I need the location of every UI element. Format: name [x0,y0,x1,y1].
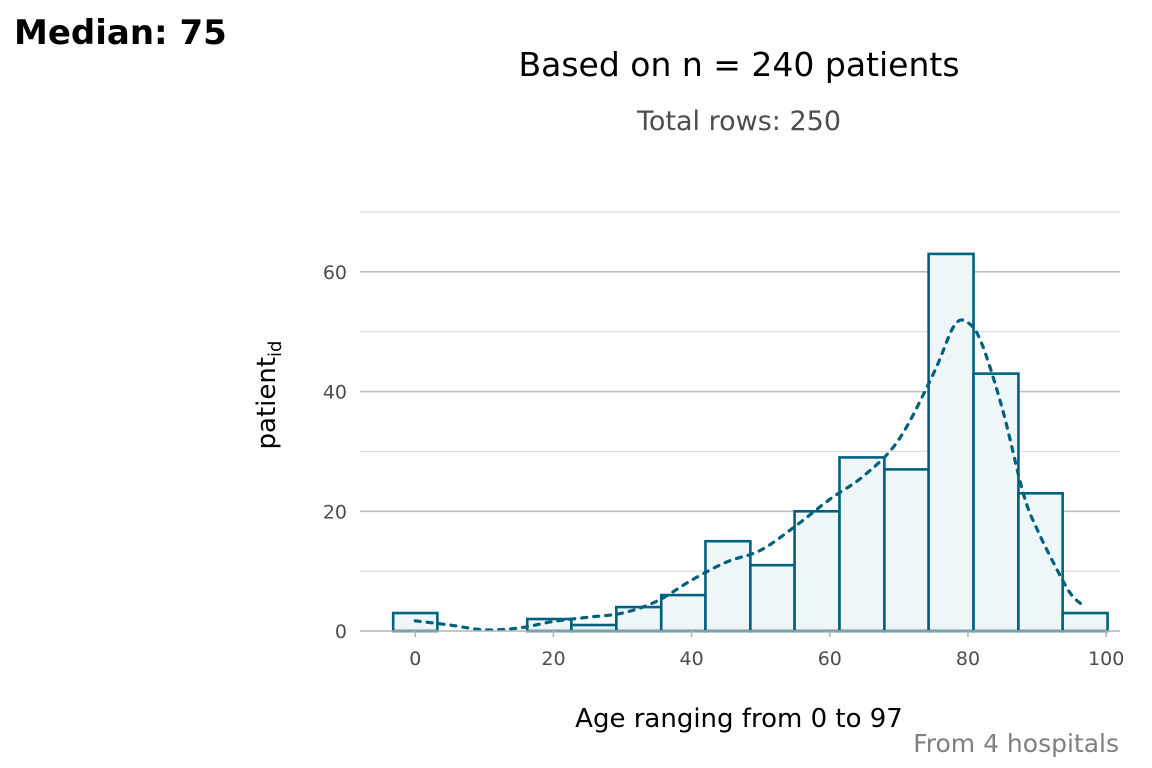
histogram-bar [883,468,930,633]
histogram-bar [1061,611,1109,633]
chart-title: Based on n = 240 patients [518,45,959,84]
y-tick-label: 40 [323,382,347,404]
chart-subtitle: Total rows: 250 [636,106,841,137]
histogram-bar [615,605,663,633]
chart-caption: From 4 hospitals [913,729,1119,758]
histogram-bar [927,252,975,633]
histogram-bar [793,509,841,633]
density-curve [413,318,1088,632]
histogram-bar [1017,492,1064,633]
x-tick-label: 100 [1088,648,1124,670]
histogram-bar [972,372,1020,633]
x-axis-title: Age ranging from 0 to 97 [575,704,903,734]
y-tick-label: 20 [323,501,347,523]
x-axis-ticks: 0 20 40 60 80 100 [409,631,1124,670]
chart-tag: Median: 75 [14,13,227,53]
y-axis-title-subscript: id [265,341,286,357]
y-axis-ticks: 0 20 40 60 [323,262,347,643]
x-tick-label: 80 [956,648,980,670]
histogram-bar [659,593,707,633]
x-tick-label: 60 [818,648,842,670]
x-tick-label: 40 [680,648,704,670]
x-tick-label: 20 [541,648,565,670]
y-axis-title-main: patient [252,357,282,450]
y-tick-label: 60 [323,262,347,284]
y-axis-title: patientid [252,341,286,450]
histogram-bar [704,539,752,633]
y-tick-label: 0 [335,621,347,643]
x-tick-label: 0 [409,648,421,670]
histogram-bar [749,563,796,633]
histogram-bars [391,252,1109,633]
histogram-bar [838,456,886,633]
histogram-bar [570,623,618,633]
